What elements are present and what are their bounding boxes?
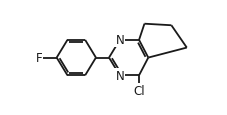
Text: F: F [36, 52, 42, 65]
Text: Cl: Cl [133, 84, 145, 97]
Text: N: N [115, 69, 124, 82]
Text: N: N [115, 34, 124, 47]
